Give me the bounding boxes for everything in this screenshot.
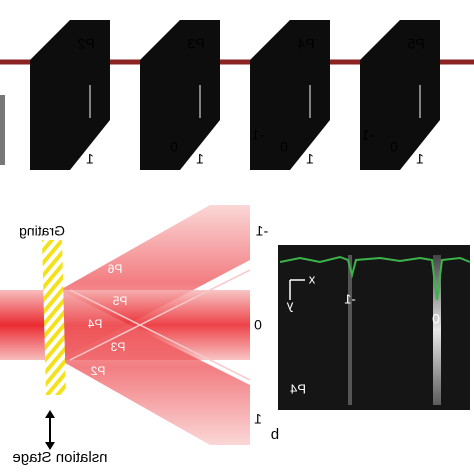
label: P3 — [187, 36, 204, 52]
label: 1 — [254, 411, 262, 427]
label: -1 — [256, 223, 269, 239]
label: -1 — [362, 127, 375, 143]
label: 1 — [196, 151, 204, 167]
label: nslation Stage — [12, 449, 107, 466]
label: Grating — [19, 223, 65, 239]
label: 0 — [254, 317, 262, 333]
label: -1 — [344, 291, 356, 306]
edge-bar — [0, 95, 5, 165]
label: P1 — [70, 392, 85, 406]
label: P5 — [407, 36, 424, 52]
label: 1 — [86, 151, 94, 167]
label: 0 — [390, 139, 398, 155]
label: P4 — [297, 36, 314, 52]
label: 1 — [306, 151, 314, 167]
label: y — [286, 297, 293, 312]
beam-diagram — [0, 205, 251, 450]
label: -1 — [252, 127, 265, 143]
label: 0 — [432, 311, 440, 327]
label: x — [308, 271, 315, 286]
grating-panel — [250, 20, 330, 170]
label: 1 — [416, 151, 424, 167]
label: 0 — [170, 139, 178, 155]
grating-panel — [30, 20, 110, 170]
label: 0 — [280, 139, 288, 155]
label: P4 — [290, 381, 306, 396]
label: P6 — [107, 262, 122, 276]
grating-panel — [360, 20, 440, 170]
label: P2 — [90, 364, 105, 378]
grating-panel — [140, 20, 220, 170]
camera-image — [278, 245, 471, 410]
label: P2 — [77, 36, 94, 52]
label: P5 — [112, 294, 127, 308]
label: b — [271, 426, 279, 443]
label: P3 — [110, 340, 125, 354]
label: P4 — [87, 317, 102, 331]
